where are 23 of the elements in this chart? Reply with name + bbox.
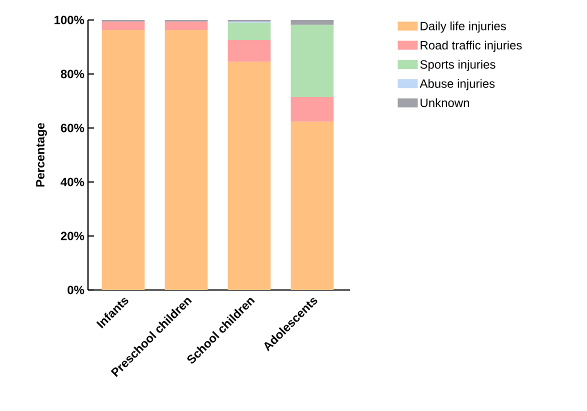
y-tick-label: 20% — [60, 232, 84, 240]
bar — [290, 20, 334, 25]
y-tick-label: 100% — [54, 16, 84, 24]
bar — [290, 122, 334, 290]
legend-label: Abuse injuries — [420, 79, 495, 90]
legend-label: Road traffic injuries — [420, 40, 522, 52]
bar — [102, 30, 145, 290]
bar — [228, 40, 271, 62]
y-axis-title: Percentage — [36, 123, 47, 187]
legend-label: Daily life injuries — [420, 22, 506, 33]
bar — [290, 24, 334, 97]
legend-label: Unknown — [420, 98, 469, 108]
y-tick-label: 40% — [60, 178, 84, 186]
bar — [228, 22, 271, 40]
bar — [228, 62, 271, 290]
legend-label: Sports injuries — [420, 60, 496, 72]
y-tick-label: 0% — [68, 286, 84, 294]
bar — [102, 22, 145, 30]
bar — [290, 96, 334, 122]
y-tick-label: 60% — [60, 124, 84, 132]
y-tick-label: 80% — [60, 70, 84, 78]
bar — [164, 30, 208, 290]
bar — [164, 22, 208, 30]
